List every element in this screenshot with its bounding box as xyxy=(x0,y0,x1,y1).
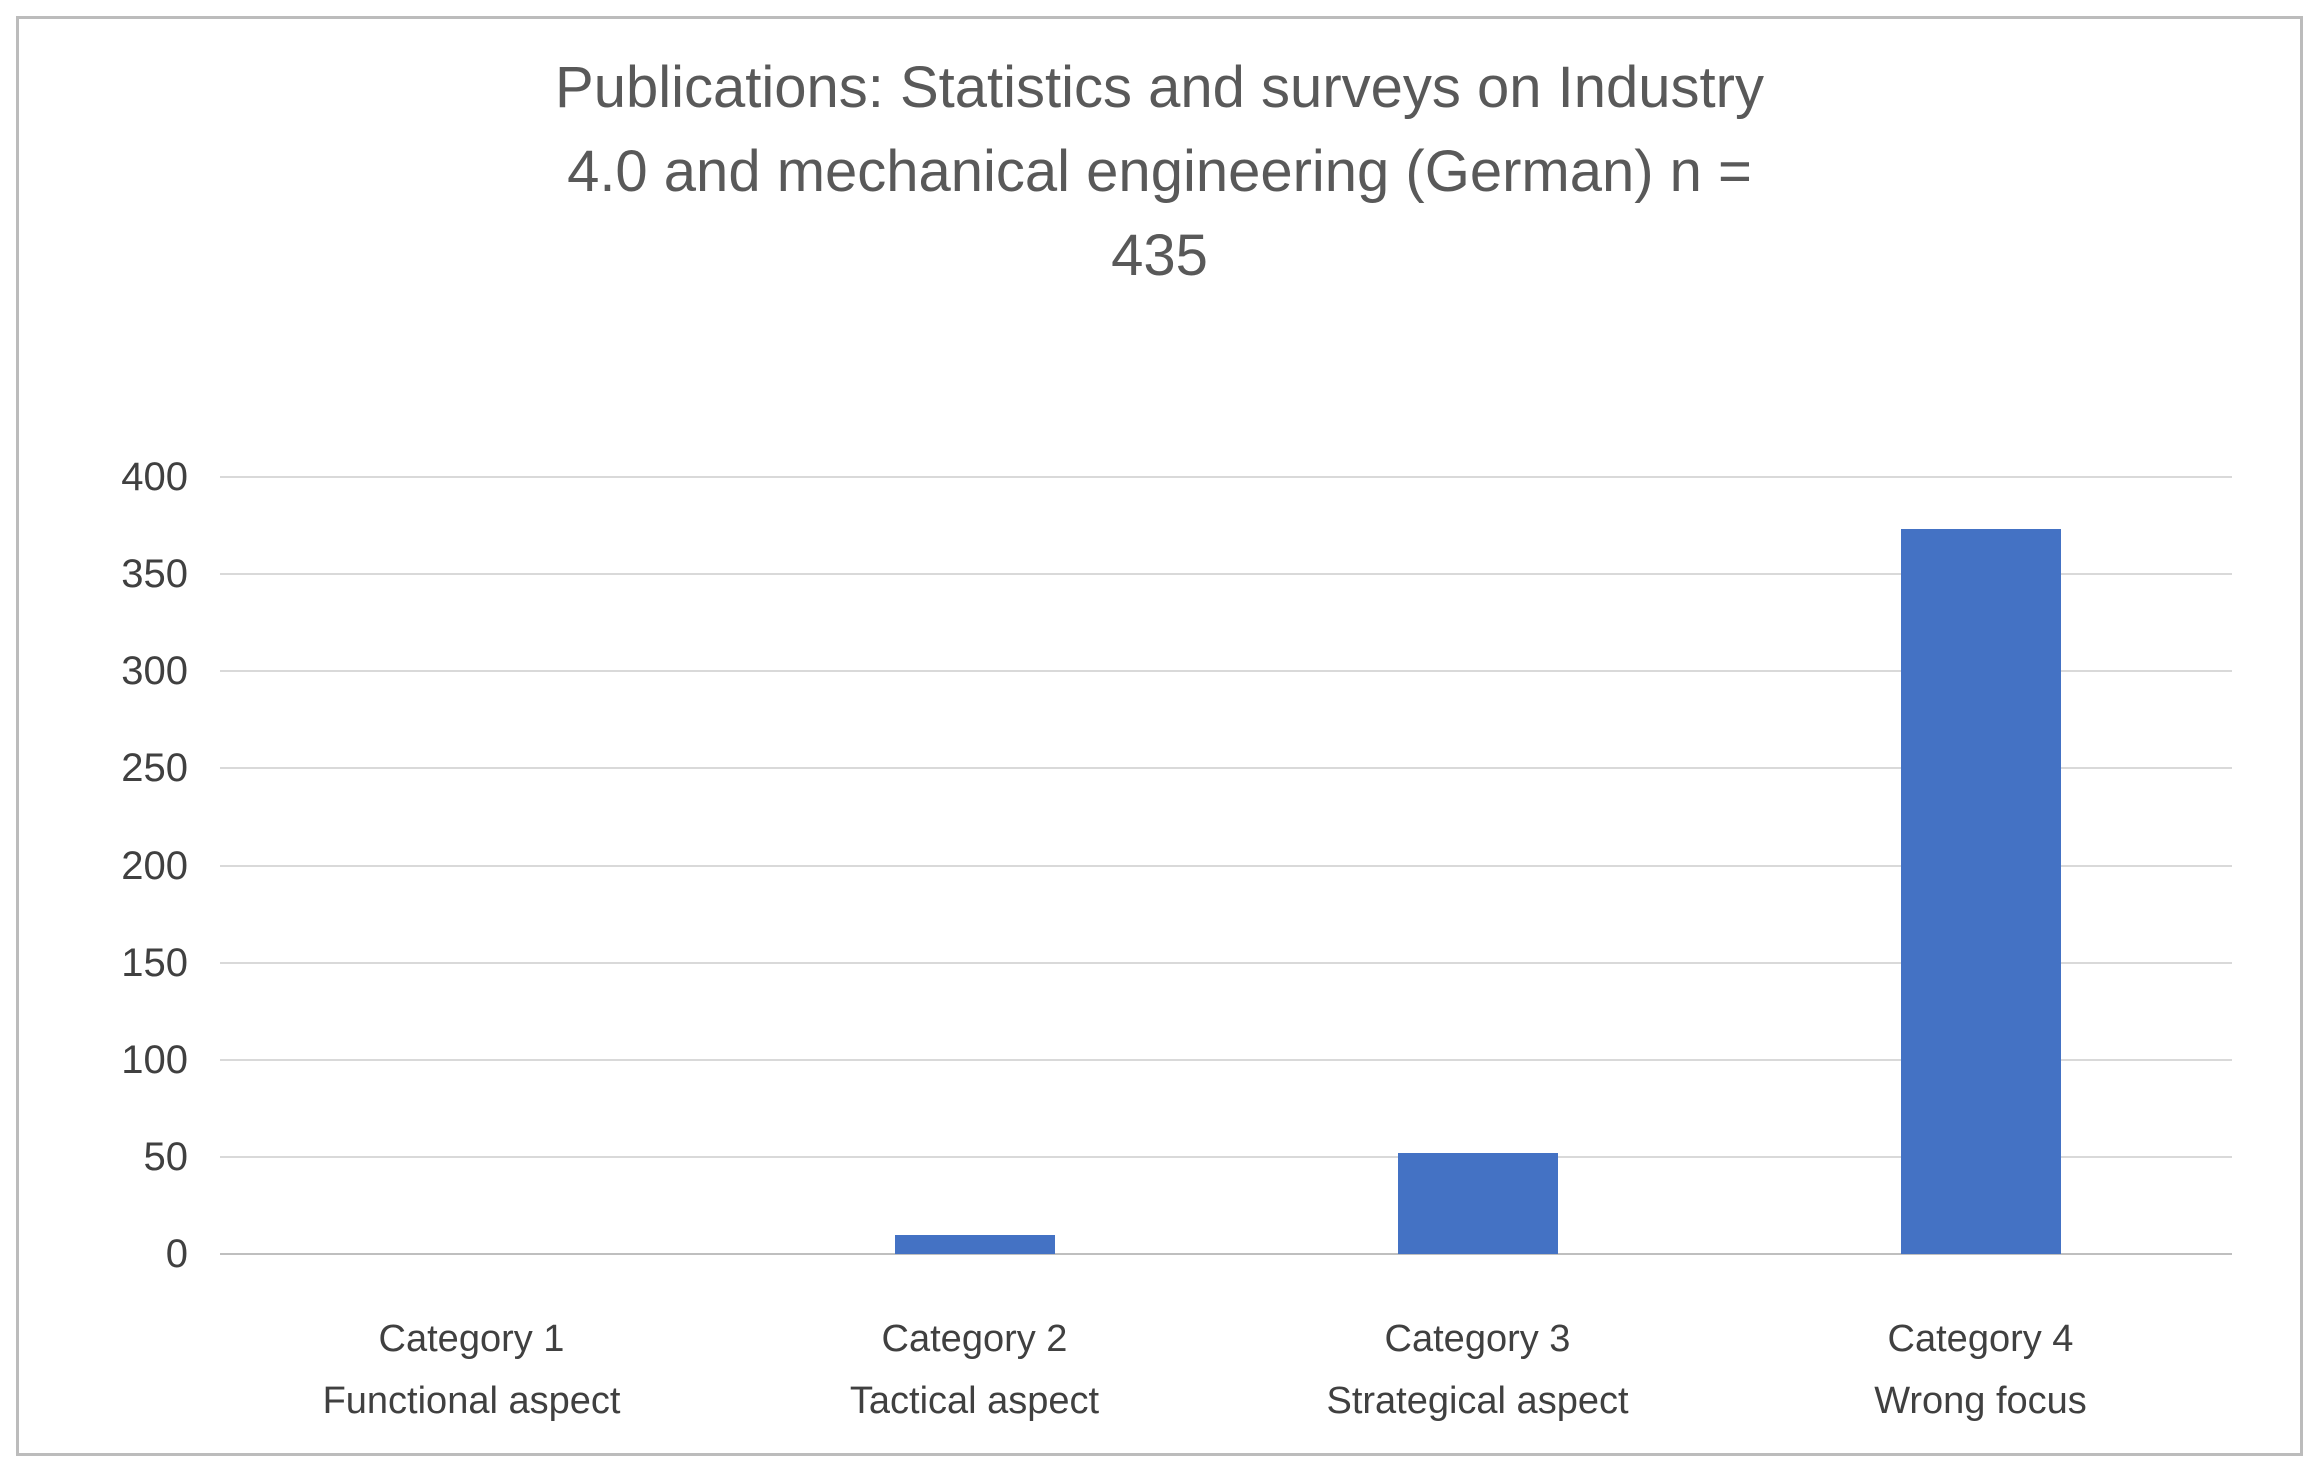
y-tick-label: 400 xyxy=(121,455,188,499)
y-gridline xyxy=(220,767,2232,770)
chart-title-line-2: 4.0 and mechanical engineering (German) … xyxy=(567,139,1752,204)
y-tick-label: 100 xyxy=(121,1037,188,1082)
chart-frame xyxy=(16,16,2303,1456)
y-gridline xyxy=(220,573,2232,576)
bar-category-2 xyxy=(894,1234,1055,1254)
y-gridline xyxy=(220,1058,2232,1061)
y-gridline xyxy=(220,961,2232,964)
chart-title-line-1: Publications: Statistics and surveys on … xyxy=(555,55,1764,120)
bar-category-4 xyxy=(1900,529,2061,1254)
x-category-label-3: Category 3 Strategical aspect xyxy=(1226,1308,1729,1432)
y-gridline xyxy=(220,670,2232,673)
y-tick-label: 0 xyxy=(165,1232,188,1276)
chart-title: Publications: Statistics and surveys on … xyxy=(0,46,2319,298)
y-tick-label: 150 xyxy=(121,940,188,985)
y-gridline xyxy=(220,476,2232,478)
bar-category-3 xyxy=(1397,1152,1558,1254)
x-category-label-1: Category 1 Functional aspect xyxy=(220,1308,723,1432)
y-tick-label: 50 xyxy=(143,1134,189,1179)
chart-title-line-3: 435 xyxy=(1111,223,1208,288)
category-sublabel: Strategical aspect xyxy=(1326,1380,1629,1422)
category-name: Category 1 xyxy=(378,1318,565,1360)
y-gridline xyxy=(220,864,2232,867)
x-category-label-2: Category 2 Tactical aspect xyxy=(723,1308,1226,1432)
y-tick-label: 300 xyxy=(121,649,188,694)
x-axis-line xyxy=(220,1253,2232,1255)
category-name: Category 3 xyxy=(1384,1318,1571,1360)
y-tick-label: 250 xyxy=(121,746,188,791)
category-name: Category 2 xyxy=(881,1318,1068,1360)
y-gridline xyxy=(220,1155,2232,1158)
category-sublabel: Functional aspect xyxy=(322,1380,621,1422)
category-sublabel: Wrong focus xyxy=(1874,1380,2087,1422)
category-sublabel: Tactical aspect xyxy=(849,1380,1100,1422)
x-category-label-4: Category 4 Wrong focus xyxy=(1729,1308,2232,1432)
category-name: Category 4 xyxy=(1887,1318,2074,1360)
y-tick-label: 350 xyxy=(121,552,188,597)
y-tick-label: 200 xyxy=(121,843,188,888)
